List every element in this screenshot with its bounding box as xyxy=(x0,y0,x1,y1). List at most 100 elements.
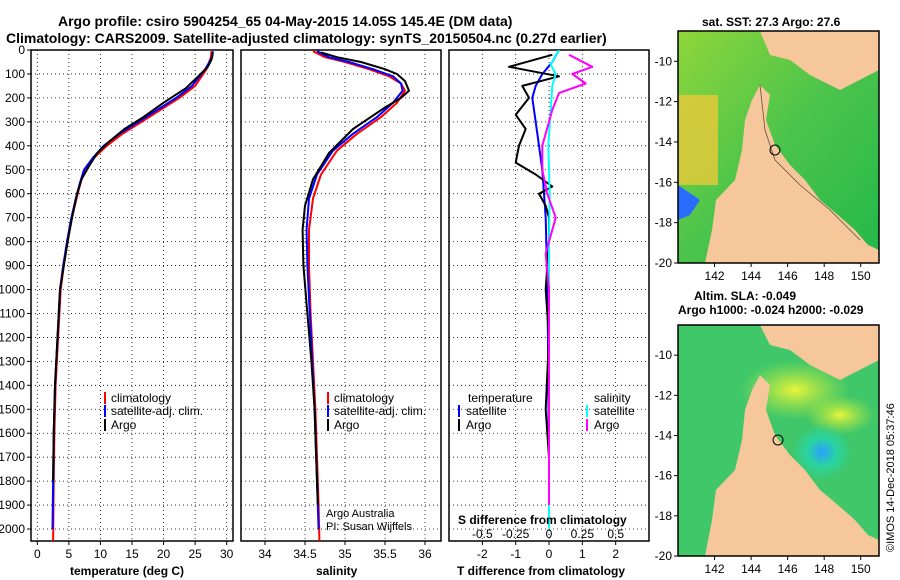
x-tick-label: 5 xyxy=(66,547,73,561)
map-y-tick-label: -10 xyxy=(655,348,673,362)
map-y-tick-label: -12 xyxy=(655,388,673,402)
series-line-argo xyxy=(301,51,410,506)
series-line-climatology xyxy=(308,50,406,541)
sst-isobath xyxy=(759,84,861,241)
depth-tick-label: 1400 xyxy=(0,378,25,392)
temperature-legend: climatology satellite-adj. clim. Argo xyxy=(104,391,203,432)
legend-label-climatology: climatology xyxy=(334,391,394,405)
salinity-grid: 34 34.5 35 35.5 36 xyxy=(241,49,441,561)
s-tick-label: 0 xyxy=(546,527,553,541)
temperature-series xyxy=(51,51,214,541)
depth-tick-label: 1100 xyxy=(0,306,25,320)
x-tick-label: 36 xyxy=(418,547,432,561)
map-x-tick-label: 148 xyxy=(814,269,834,283)
sst-map xyxy=(678,31,879,263)
difference-series xyxy=(508,50,594,529)
x-tick-label: -2 xyxy=(477,547,488,561)
legend-label-t-argo: Argo xyxy=(466,418,492,432)
map-y-tick-label: -16 xyxy=(655,175,673,189)
salinity-series xyxy=(301,50,410,541)
series-line-argo xyxy=(52,52,214,482)
difference-legend: temperature salinity satellite Argo sate… xyxy=(458,391,635,432)
temperature-xlabel: temperature (deg C) xyxy=(70,564,184,578)
x-tick-label: 0 xyxy=(546,547,553,561)
depth-tick-label: 800 xyxy=(5,235,25,249)
title-line1: Argo profile: csiro 5904254_65 04-May-20… xyxy=(58,13,512,29)
salinity-legend: climatology satellite-adj. clim. Argo Ar… xyxy=(326,391,426,533)
x-tick-label: 30 xyxy=(220,547,234,561)
depth-tick-label: 200 xyxy=(5,91,25,105)
map-y-tick-label: -20 xyxy=(655,256,673,270)
x-tick-label: 34.5 xyxy=(293,547,317,561)
sla-map-subtitle: Argo h1000: -0.024 h2000: -0.029 xyxy=(678,303,864,317)
depth-tick-label: 0 xyxy=(18,43,25,57)
s-tick-label: -0.5 xyxy=(472,527,493,541)
series-line-t-argo xyxy=(508,53,560,506)
map-x-tick-label: 144 xyxy=(741,562,761,576)
sst-warm-patch xyxy=(678,95,718,185)
sst-map-frame xyxy=(677,30,880,264)
depth-tick-label: 1700 xyxy=(0,450,25,464)
s-tick-label: -0.25 xyxy=(502,527,530,541)
x-tick-label: 34 xyxy=(258,547,272,561)
legend-label-s-satellite: satellite xyxy=(594,404,635,418)
x-tick-label: 20 xyxy=(157,547,171,561)
legend-title-temperature: temperature xyxy=(468,391,533,405)
difference-xlabel: T difference from climatology xyxy=(457,564,625,578)
sst-land-australia xyxy=(705,85,879,263)
map-x-tick-label: 142 xyxy=(705,269,725,283)
sla-land-north xyxy=(760,325,879,380)
s-tick-label: 0.5 xyxy=(607,527,624,541)
map-x-tick-label: 150 xyxy=(851,269,871,283)
map-y-tick-label: -10 xyxy=(655,54,673,68)
depth-tick-label: 100 xyxy=(5,67,25,81)
sst-map-title: sat. SST: 27.3 Argo: 27.6 xyxy=(702,15,841,29)
imos-timestamp: ©IMOS 14-Dec-2018 05:37:46 xyxy=(885,403,897,552)
legend-label-satellite: satellite-adj. clim. xyxy=(334,404,426,418)
depth-tick-label: 1800 xyxy=(0,474,25,488)
map-y-tick-label: -14 xyxy=(655,428,673,442)
depth-tick-label: 1000 xyxy=(0,283,25,297)
depth-tick-label: 1900 xyxy=(0,498,25,512)
x-tick-label: 1 xyxy=(579,547,586,561)
attribution-line2: PI: Susan Wijffels xyxy=(326,521,412,533)
legend-label-satellite: satellite-adj. clim. xyxy=(111,404,203,418)
map-x-tick-label: 146 xyxy=(778,269,798,283)
legend-label-s-argo: Argo xyxy=(594,418,620,432)
sst-cool-patch xyxy=(678,185,700,220)
sla-map-frame xyxy=(677,324,880,557)
map-x-tick-label: 150 xyxy=(851,562,871,576)
depth-tick-label: 300 xyxy=(5,115,25,129)
depth-tick-label: 700 xyxy=(5,211,25,225)
map-y-tick-label: -12 xyxy=(655,95,673,109)
x-tick-label: 0 xyxy=(34,547,41,561)
map-y-tick-label: -18 xyxy=(655,509,673,523)
sla-float-marker xyxy=(772,434,784,446)
legend-label-argo: Argo xyxy=(111,418,137,432)
map-x-tick-label: 144 xyxy=(741,269,761,283)
map-x-tick-label: 146 xyxy=(778,562,798,576)
map-x-tick-label: 148 xyxy=(814,562,834,576)
sst-map-axes: 142 144 146 148 150 -10 -12 -14 -16 -18 -20 xyxy=(655,54,871,283)
depth-tick-label: 900 xyxy=(5,259,25,273)
map-y-tick-label: -14 xyxy=(655,135,673,149)
sla-low-patch xyxy=(792,424,852,480)
depth-tick-label: 600 xyxy=(5,187,25,201)
x-tick-label: 15 xyxy=(125,547,139,561)
legend-label-argo: Argo xyxy=(334,418,360,432)
depth-tick-label: 1200 xyxy=(0,330,25,344)
series-line-s-argo xyxy=(541,53,594,506)
map-x-tick-label: 142 xyxy=(705,562,725,576)
sst-land-north xyxy=(760,31,879,90)
sla-land-australia xyxy=(705,375,879,556)
depth-tick-label: 1300 xyxy=(0,354,25,368)
depth-axis: 0 100 200 300 400 500 600 700 800 900 1000 1100 1200… xyxy=(0,43,31,536)
sla-map-title: Altim. SLA: -0.049 xyxy=(694,289,796,303)
title-line2: Climatology: CARS2009. Satellite-adjuste… xyxy=(6,30,607,46)
sla-map-axes: 142 144 146 148 150 -10 -12 -14 -16 -18 -20 xyxy=(655,348,871,576)
legend-label-climatology: climatology xyxy=(111,391,171,405)
map-y-tick-label: -16 xyxy=(655,469,673,483)
depth-tick-label: 500 xyxy=(5,163,25,177)
map-y-tick-label: -18 xyxy=(655,216,673,230)
